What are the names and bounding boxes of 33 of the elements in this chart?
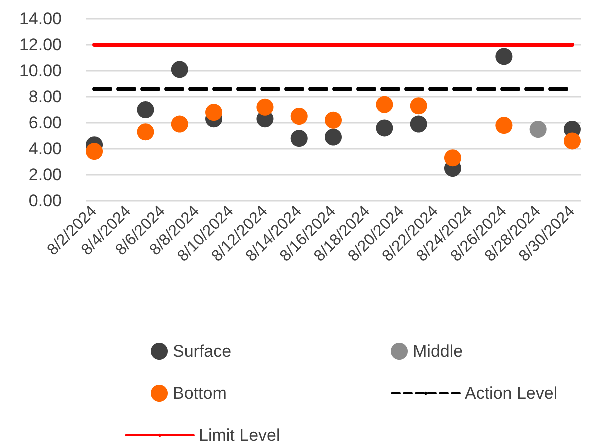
point <box>564 132 581 150</box>
point <box>376 96 394 114</box>
legend-label: Limit Level <box>199 426 280 443</box>
y-tick-label: 10.00 <box>19 62 62 80</box>
point <box>86 143 104 160</box>
point <box>496 117 513 134</box>
point <box>137 102 154 118</box>
y-tick-label: 6.00 <box>28 114 62 132</box>
point <box>444 150 462 167</box>
point <box>137 124 154 141</box>
point <box>496 48 513 66</box>
point <box>290 108 308 125</box>
point <box>325 112 342 129</box>
point <box>171 116 188 133</box>
y-tick-label: 14.00 <box>19 10 62 28</box>
y-tick-label: 8.00 <box>28 88 62 106</box>
point <box>256 98 274 116</box>
legend-label: Action Level <box>465 384 558 403</box>
point <box>171 61 188 78</box>
y-tick-label: 12.00 <box>19 36 62 54</box>
point <box>376 120 394 137</box>
y-tick-label: 0.00 <box>28 192 62 210</box>
y-tick-label: 4.00 <box>28 140 62 158</box>
point <box>530 121 547 138</box>
point <box>290 130 308 148</box>
point <box>410 98 428 115</box>
legend-label: Bottom <box>173 384 227 403</box>
point <box>325 128 342 146</box>
legend-label: Middle <box>413 342 464 361</box>
point <box>206 104 223 122</box>
y-tick-label: 2.00 <box>28 166 62 184</box>
legend-label: Surface <box>173 342 232 361</box>
point <box>410 116 428 133</box>
